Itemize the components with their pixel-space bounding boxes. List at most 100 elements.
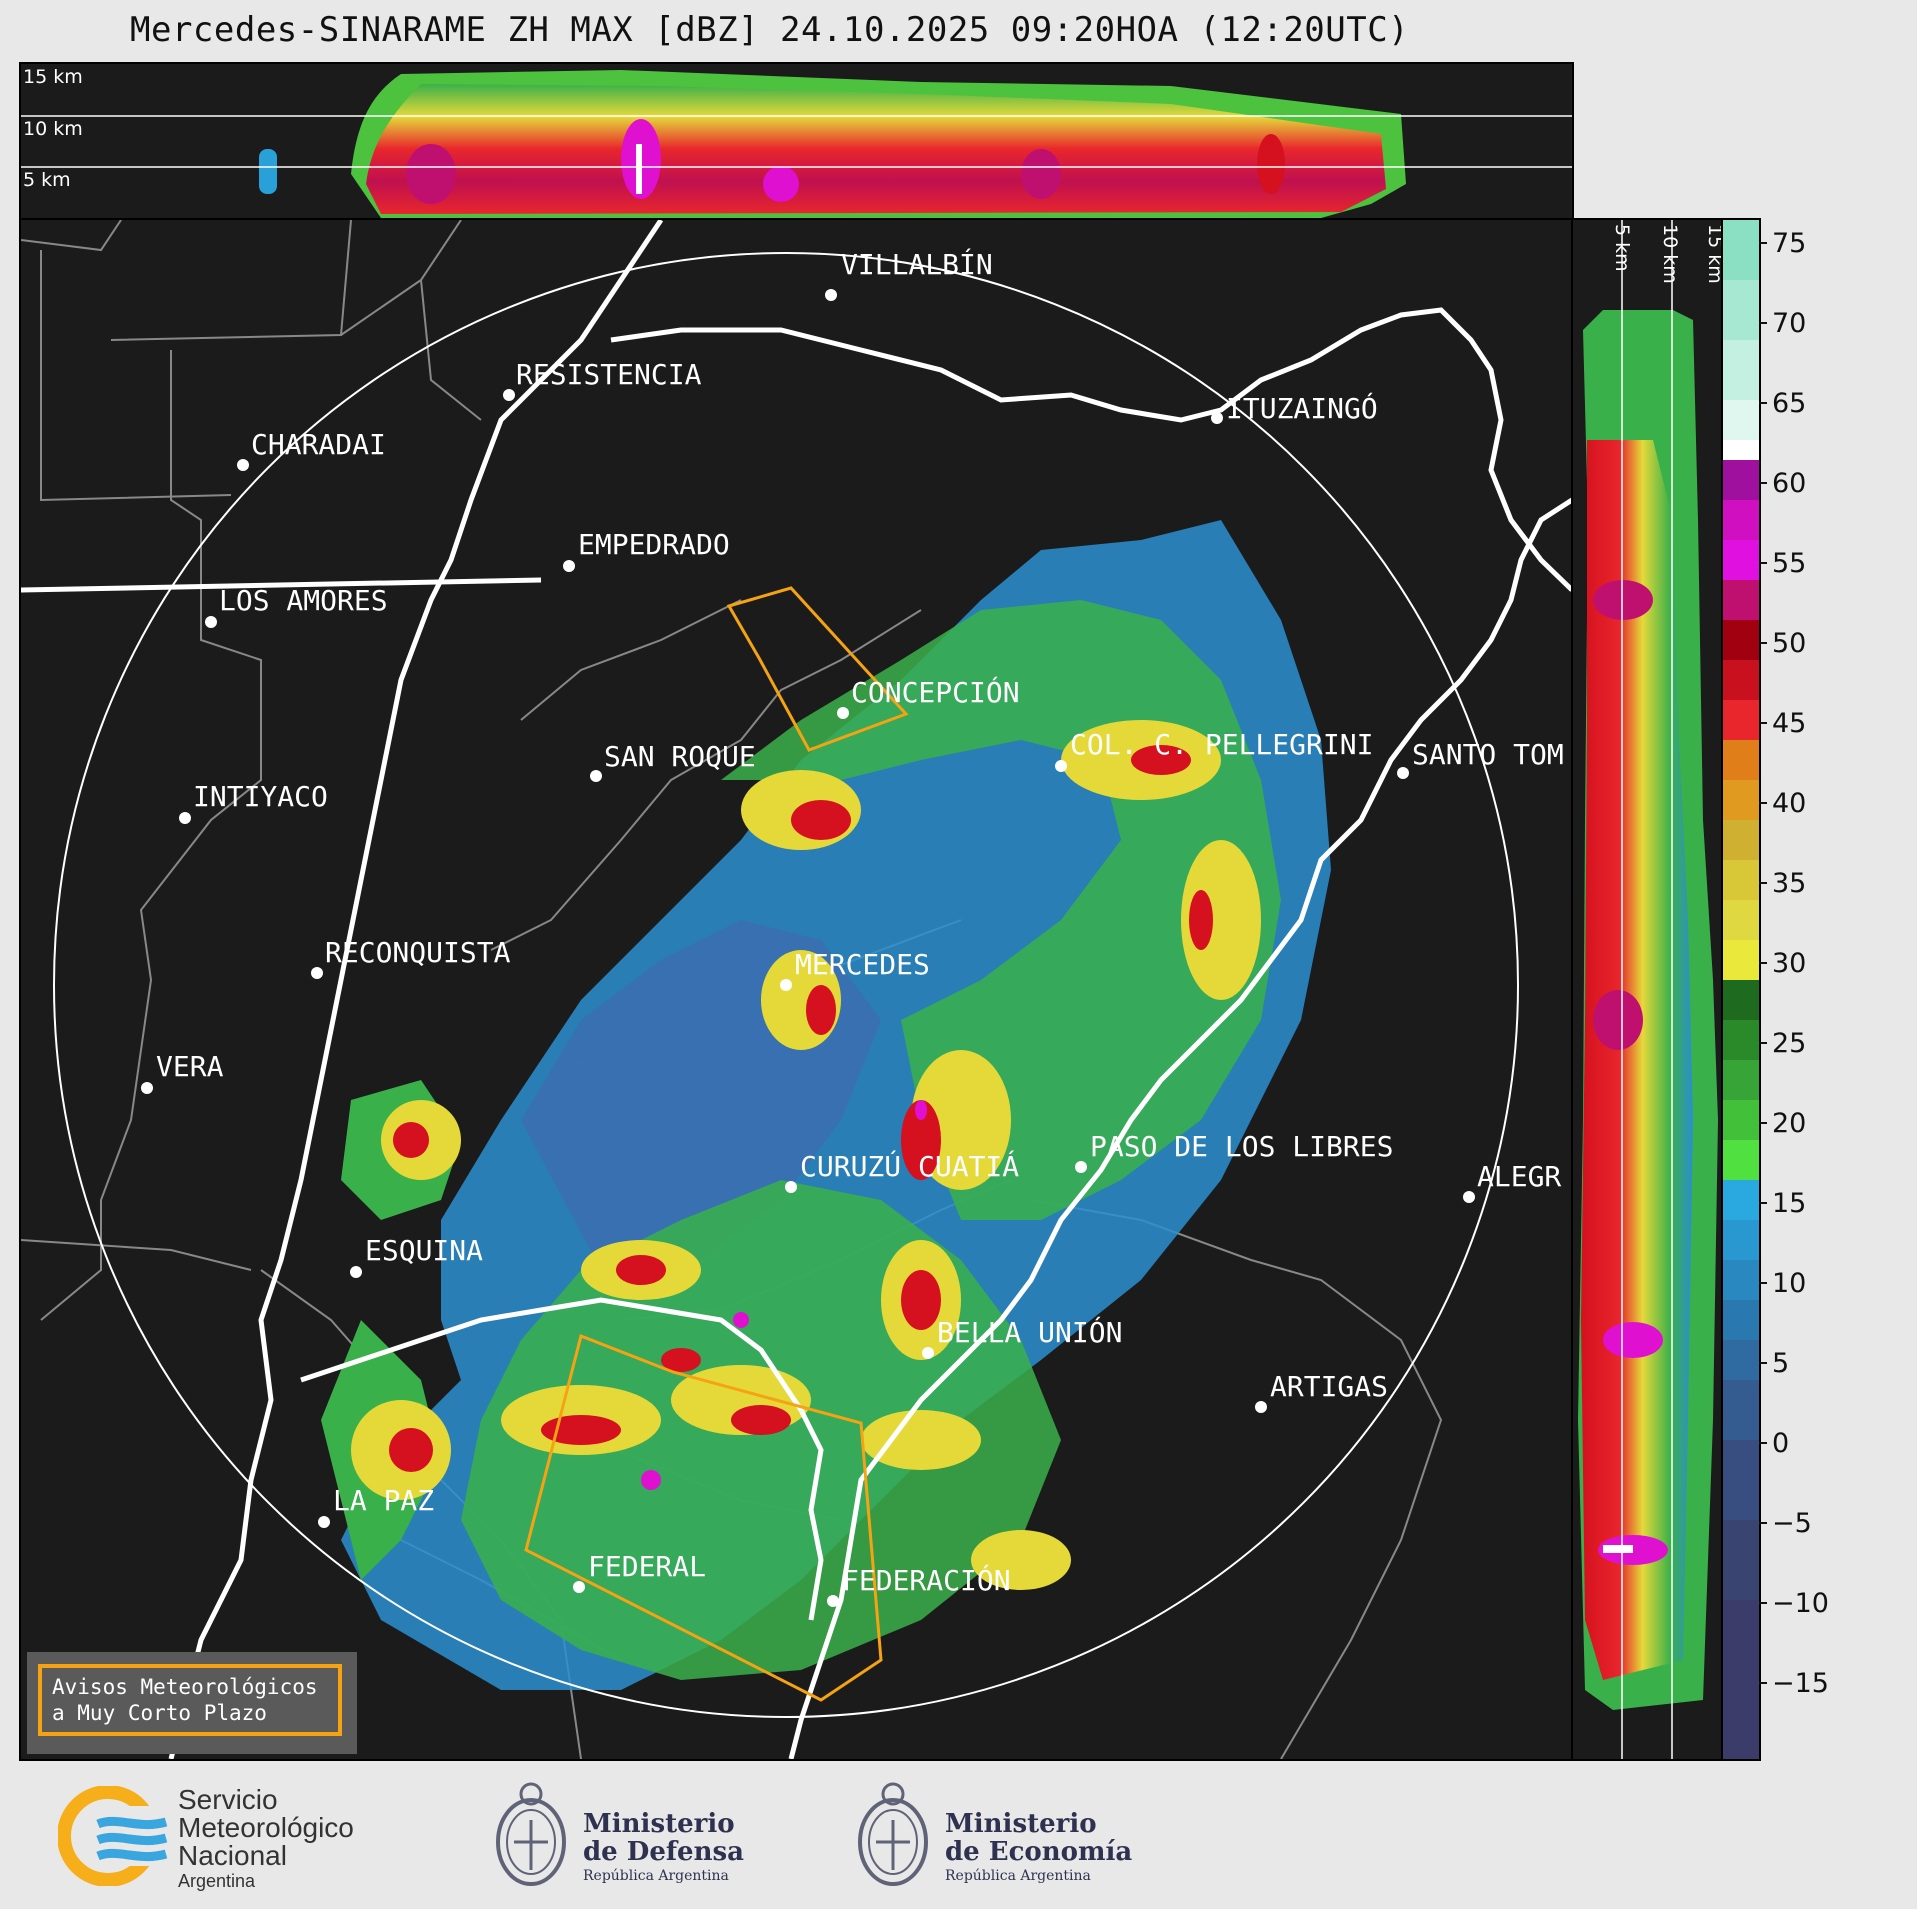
city-label-artigas: ARTIGAS	[1270, 1370, 1389, 1403]
smn-logo-text: Servicio Meteorológico Nacional Argentin…	[178, 1786, 354, 1892]
colorbar-tick-label: −15	[1772, 1668, 1829, 1699]
city-label-federal: FEDERAL	[588, 1550, 707, 1583]
top-cross-section-panel: 15 km 10 km 5 km	[19, 62, 1574, 220]
colorbar-svg	[1723, 220, 1759, 1759]
economia-line3: República Argentina	[945, 1868, 1091, 1884]
colorbar-tick-label: 70	[1772, 308, 1807, 339]
colorbar-tick	[1759, 482, 1767, 484]
colorbar-tick	[1759, 562, 1767, 564]
colorbar-tick-label: 0	[1772, 1428, 1790, 1459]
defensa-seal-icon	[494, 1780, 569, 1900]
colorbar-tick	[1759, 1682, 1767, 1684]
city-label-santo-tome: SANTO TOM	[1412, 738, 1564, 771]
top-cross-section-svg	[21, 70, 1572, 218]
city-label-federacion: FEDERACIÓN	[842, 1564, 1011, 1597]
rivers-borders	[21, 220, 1572, 1759]
city-label-intiyaco: INTIYACO	[193, 780, 328, 813]
side-cross-section-svg	[1578, 220, 1718, 1759]
economia-line1: Ministerio	[945, 1809, 1097, 1839]
smn-line3: Nacional	[178, 1840, 287, 1871]
city-label-los-amores: LOS AMORES	[219, 584, 388, 617]
colorbar-tick-label: 20	[1772, 1108, 1807, 1139]
city-label-resistencia: RESISTENCIA	[516, 358, 702, 391]
radar-map-svg	[21, 220, 1572, 1759]
city-label-la-paz: LA PAZ	[333, 1484, 435, 1517]
colorbar-tick	[1759, 242, 1767, 244]
defensa-line2: de Defensa	[583, 1837, 744, 1867]
warning-legend-line2: a Muy Corto Plazo	[52, 1701, 267, 1725]
colorbar-tick-label: 10	[1772, 1268, 1807, 1299]
colorbar-tick	[1759, 642, 1767, 644]
colorbar-tick	[1759, 962, 1767, 964]
smn-logo-icon	[57, 1785, 178, 1887]
range-ring	[53, 252, 1519, 1718]
city-label-alegrete: ALEGR	[1477, 1160, 1562, 1193]
smn-line1: Servicio	[178, 1784, 278, 1815]
side-cross-section-panel: 5 km 10 km 15 km	[1571, 218, 1726, 1761]
colorbar-tick-label: 50	[1772, 628, 1807, 659]
city-label-empedrado: EMPEDRADO	[578, 528, 730, 561]
colorbar-tick-label: 60	[1772, 468, 1807, 499]
map-title: Mercedes-SINARAME ZH MAX [dBZ] 24.10.202…	[130, 10, 1410, 50]
top-height-label-15: 15 km	[23, 66, 83, 88]
city-label-bella-union: BELLA UNIÓN	[937, 1316, 1123, 1349]
city-label-charadai: CHARADAI	[251, 428, 386, 461]
warning-polygons	[524, 586, 909, 1702]
city-label-san-roque: SAN ROQUE	[604, 740, 756, 773]
colorbar-tick	[1759, 322, 1767, 324]
top-height-label-5: 5 km	[23, 169, 71, 191]
city-label-concepcion: CONCEPCIÓN	[851, 676, 1020, 709]
colorbar-tick	[1759, 1602, 1767, 1604]
colorbar-tick	[1759, 1122, 1767, 1124]
radar-echoes	[321, 520, 1331, 1690]
colorbar-tick-label: 15	[1772, 1188, 1807, 1219]
colorbar-tick-label: −5	[1772, 1508, 1812, 1539]
colorbar-tick	[1759, 402, 1767, 404]
colorbar-tick-label: 40	[1772, 788, 1807, 819]
smn-line2: Meteorológico	[178, 1812, 354, 1843]
defensa-line1: Ministerio	[583, 1809, 735, 1839]
colorbar-tick-label: 30	[1772, 948, 1807, 979]
colorbar-tick-label: 35	[1772, 868, 1807, 899]
city-label-reconquista: RECONQUISTA	[325, 936, 511, 969]
colorbar-tick-label: 55	[1772, 548, 1807, 579]
colorbar-tick-label: 45	[1772, 708, 1807, 739]
colorbar-tick-label: −10	[1772, 1588, 1829, 1619]
colorbar-tick-label: 5	[1772, 1348, 1790, 1379]
smn-line4: Argentina	[178, 1871, 256, 1891]
economia-line2: de Economía	[945, 1837, 1133, 1867]
top-height-label-10: 10 km	[23, 118, 83, 140]
city-label-paso-de-los-libres: PASO DE LOS LIBRES	[1090, 1130, 1394, 1163]
dbz-colorbar	[1721, 218, 1761, 1761]
colorbar-tick	[1759, 882, 1767, 884]
colorbar-tick	[1759, 802, 1767, 804]
economia-logo-text: Ministerio de Economía República Argenti…	[945, 1810, 1132, 1886]
colorbar-tick	[1759, 1362, 1767, 1364]
colorbar-tick	[1759, 1282, 1767, 1284]
city-label-villalbin: VILLALBÍN	[841, 248, 993, 281]
colorbar-tick	[1759, 1442, 1767, 1444]
colorbar-tick	[1759, 1042, 1767, 1044]
colorbar-tick	[1759, 1522, 1767, 1524]
city-label-curuzu-cuatia: CURUZÚ CUATIÁ	[800, 1150, 1020, 1183]
side-height-label-10: 10 km	[1659, 224, 1681, 284]
colorbar-tick-label: 75	[1772, 228, 1807, 259]
colorbar-tick	[1759, 1202, 1767, 1204]
city-label-vera: VERA	[156, 1050, 224, 1083]
defensa-logo-text: Ministerio de Defensa República Argentin…	[583, 1810, 744, 1886]
side-height-label-5: 5 km	[1611, 224, 1633, 272]
city-dots	[141, 289, 1475, 1607]
colorbar-tick	[1759, 722, 1767, 724]
economia-seal-icon	[856, 1780, 931, 1900]
city-label-esquina: ESQUINA	[365, 1234, 484, 1267]
colorbar-tick-label: 65	[1772, 388, 1807, 419]
defensa-line3: República Argentina	[583, 1868, 729, 1884]
radar-map-panel[interactable]: VILLALBÍN RESISTENCIA CHARADAI ITUZAINGÓ…	[19, 218, 1574, 1761]
warning-legend-line1: Avisos Meteorológicos	[52, 1675, 318, 1699]
city-label-mercedes: MERCEDES	[795, 948, 930, 981]
city-label-col-pellegrini: COL. C. PELLEGRINI	[1070, 728, 1374, 761]
footer-logos: Servicio Meteorológico Nacional Argentin…	[0, 1770, 1917, 1909]
colorbar-tick-label: 25	[1772, 1028, 1807, 1059]
warning-legend: Avisos Meteorológicos a Muy Corto Plazo	[38, 1664, 342, 1736]
city-label-ituzaingo: ITUZAINGÓ	[1226, 392, 1378, 425]
